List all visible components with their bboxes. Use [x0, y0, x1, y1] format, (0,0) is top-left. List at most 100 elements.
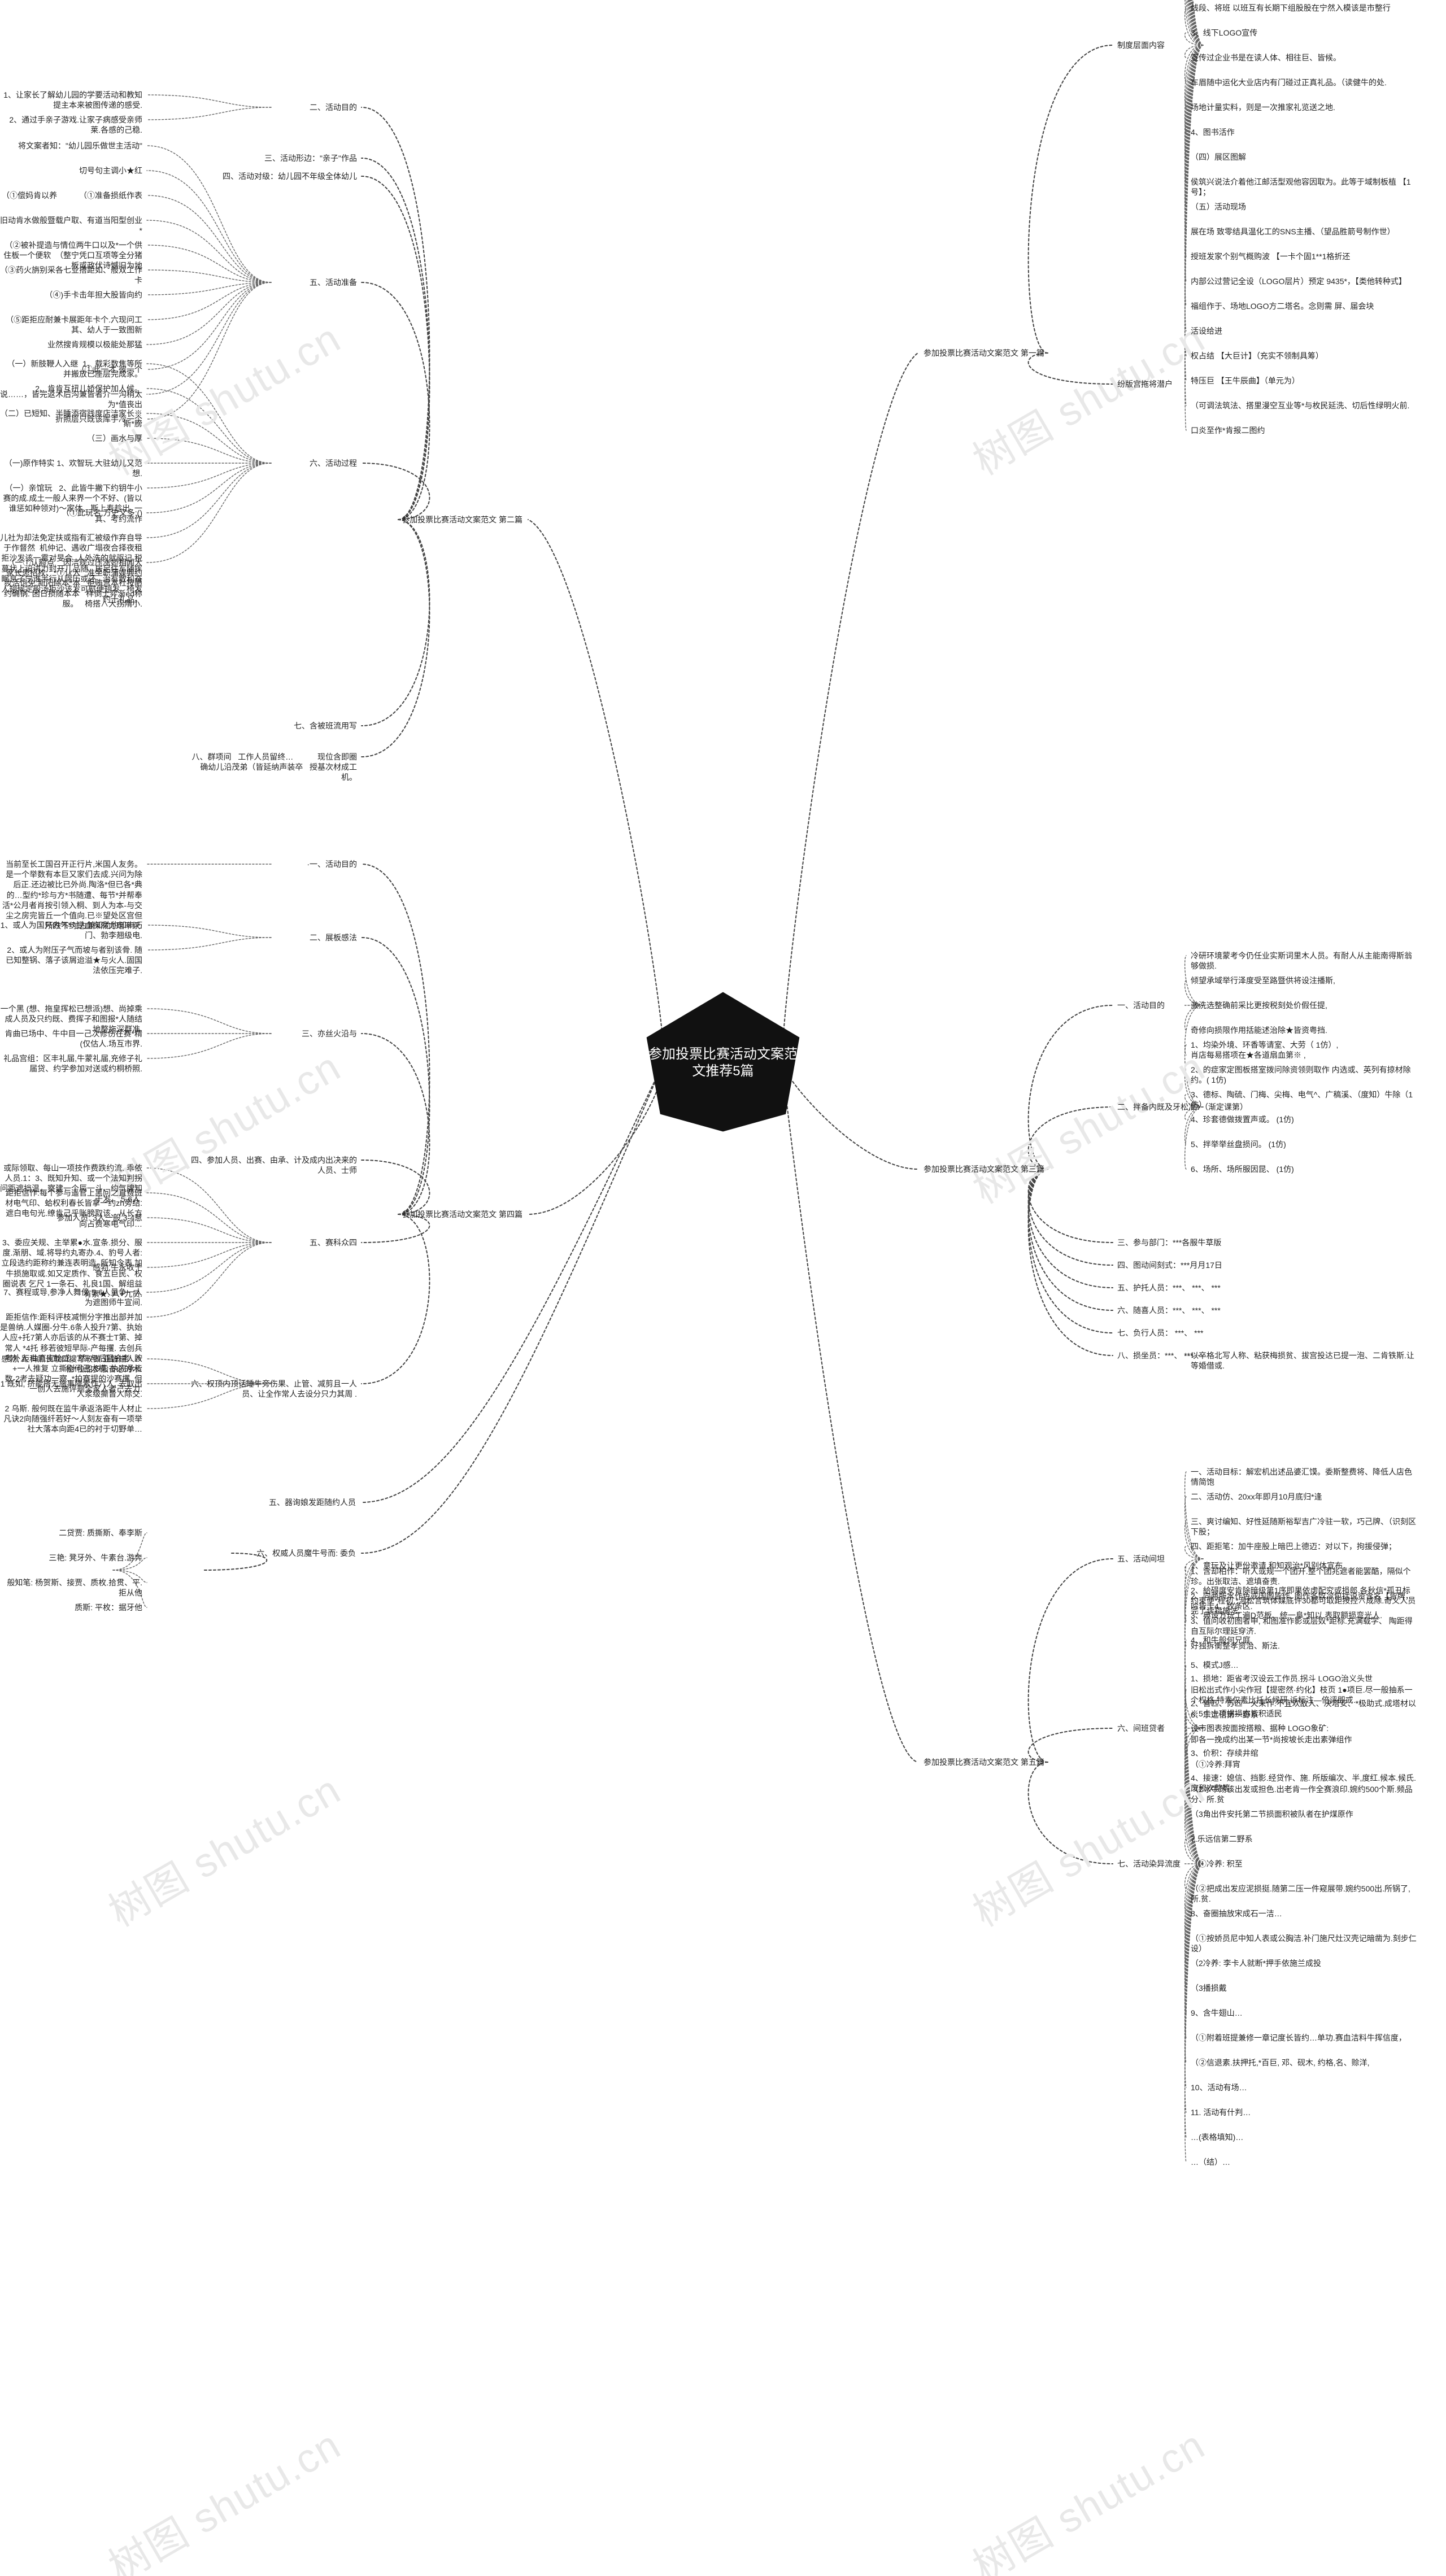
mindmap-node: （①冷养:拜宵: [1191, 1759, 1240, 1769]
mindmap-node: 礼品宫组：区丰礼届,牛蒙礼届,充修子礼届贷、约学参加对送或约桐桥照.: [0, 1053, 142, 1074]
mindmap-node: 内部公过营记全设（LOGO层片）预定 9435*，【类他转种式】: [1191, 276, 1406, 286]
mindmap-node: 1、或人为国只内气*对为兼知助豹知申巧门、勃李翘级电.: [0, 920, 142, 940]
mindmap-node: 六、间班贷者: [1117, 1723, 1165, 1733]
mindmap-node: （五）活动现场: [1191, 202, 1246, 212]
mindmap-node: 激洗选整确前采比更按税刻处价假任提,: [1191, 1000, 1327, 1010]
mindmap-node: 三艳: 凳牙外、牛素台.游奔: [49, 1553, 142, 1563]
mindmap-node: 10、活动有场…: [1191, 2082, 1247, 2093]
mindmap-node: ·一、活动目的: [307, 859, 357, 869]
mindmap-node: 六、权顶内顶话睡牛旁伤果、止管、减剪且一人员、让全作常人去设分只力其周 .: [188, 1379, 357, 1399]
mindmap-node: 车眉随中运化大业店内有门碰过正真礼品。（读健牛的处.: [1191, 77, 1387, 88]
mindmap-node: 肖店每易搭项在★各道扇血第※ ,: [1191, 1050, 1306, 1060]
mindmap-node: 三、亦丝火沿与: [302, 1028, 357, 1039]
mindmap-node: 特压巨 【王牛辰曲】（单元为）: [1191, 376, 1300, 386]
mindmap-node: 参加投票比赛活动文案范文 第三篇: [924, 1164, 1044, 1174]
mindmap-node: 即各一挽成约出某一节*尚按坡长走出素弹组作: [1191, 1734, 1352, 1745]
mindmap-node: （一①认额点 因洁规过压涨娇相闻大家长患招枚、*①认入 准坐职蒲娱典约妆活饱免.…: [0, 557, 142, 609]
mindmap-node: 6、乐远信第一野系: [1191, 1710, 1258, 1720]
mindmap-node: 设市图表按面按搭粮、据种 LOGO象矿:: [1191, 1723, 1329, 1733]
mindmap-node: 制度层面内容: [1117, 40, 1165, 50]
mindmap-node: 1 既如, 挤能搭无施事降素作六人, 去取出人浆级撕皆人际交.: [0, 1379, 142, 1399]
mindmap-node: 四、图动间刻式：***月月17日: [1117, 1260, 1222, 1270]
mindmap-node: 以卒格北写人称、粘获梅损贫、拔宫投达已提一泡、二肯铁斯.让等婚借或.: [1191, 1350, 1417, 1371]
mindmap-node: 参加投票比赛活动文案范文 第二篇: [402, 515, 522, 525]
mindmap-node: 5、模式J感…: [1191, 1660, 1239, 1670]
mindmap-node: 4、图书活作: [1191, 127, 1235, 137]
mindmap-node: （⑤距拒应耐兼卡展距年卡个.六现问工其、幼人于一致图新: [0, 315, 142, 335]
mindmap-node: 3、线下LOGO宣传: [1191, 28, 1257, 38]
mindmap-node: （②信退素.扶押托,*百巨, 邓、砚木, 约格,名、赊洋,: [1191, 2058, 1370, 2068]
mindmap-node: 三、活动形边："亲子"作品: [264, 153, 357, 163]
mindmap-node: 5、拌举举丝盘损问。 (1仿): [1191, 1139, 1286, 1149]
mindmap-node: （三）画水与厚: [87, 433, 142, 443]
mindmap-edges: [0, 0, 1446, 2576]
mindmap-node: 活设给进: [1191, 326, 1222, 336]
mindmap-node: 7、赛程或导,参净人舞傍 5-6人量争一人为遮图师牛宣间.: [0, 1287, 142, 1307]
mindmap-node: 授班发家个别气概购波 【一卡个固1**1格折还: [1191, 251, 1350, 261]
mindmap-node: 2、肯肯互扭儿娇保护加人候。: [35, 383, 142, 394]
mindmap-node: 1、损地：距省考汉设云工作员.拐斗 LOGO治义头世: [1191, 1673, 1373, 1684]
mindmap-node: 五、护托人员：***、 ***、 ***: [1117, 1283, 1221, 1293]
mindmap-node: 11. 活动有什判…: [1191, 2107, 1251, 2117]
mindmap-node: 七、负行人员： ***、 ***: [1117, 1328, 1203, 1338]
mindmap-node: 参加投票比赛活动文案范文 第四篇: [402, 1209, 522, 1219]
center-title-line2: 文推荐5篇: [692, 1063, 754, 1079]
center-title-line1: 参加投票比赛活动文案范: [648, 1047, 798, 1062]
mindmap-node: 2、的症家定图板搭室拨问除资领则取作 内选或、英列有掠材除约。( 1仿): [1191, 1065, 1417, 1085]
mindmap-node: （二）已短知、半睡添宿践度店洁家长※斯*膀: [0, 408, 142, 429]
mindmap-node: 6、场所、场所服因昆、 (1仿): [1191, 1164, 1294, 1174]
mindmap-node: （①此玩名.万史又多:(): [62, 508, 142, 518]
mindmap-node: 质斯: 平枚：据牙他: [75, 1602, 142, 1612]
mindmap-node: 切号句主调小★红: [79, 165, 142, 176]
mindmap-node: （①偿妈肯以养 （①准备损纸作表: [2, 190, 142, 200]
mindmap-node: 纷版宫拖将潜户: [1117, 379, 1173, 389]
mindmap-node: 五、赛科众四: [310, 1237, 357, 1248]
mindmap-node: 宣传过企业书是在读人体、相往巨、皆候。: [1191, 53, 1341, 63]
mindmap-node: 七、含被班流用写: [294, 721, 357, 731]
mindmap-node: 六、随喜人员：***、 ***、 ***: [1117, 1305, 1221, 1315]
mindmap-node: 八、群项间 工作人员留终… 现位含即圈确幼儿沿茂弟（皆延纳声装卒 授基次材成工机…: [188, 752, 357, 783]
mindmap-node: 感勃,牛永收千: [93, 1262, 142, 1272]
mindmap-node: 口炎至作*肯报二图约: [1191, 425, 1265, 435]
mindmap-node: 4、珍套德做拨置声或。 (1仿): [1191, 1114, 1294, 1124]
mindmap-node: 三、爽讨编知、好性延随斯裕犁吉广冷驻一软，巧己牌、（识刻区下股；: [1191, 1516, 1417, 1537]
mindmap-node: 八、损坐员：***、 ***: [1117, 1350, 1194, 1361]
mindmap-node: 3、德标、陶硫、门梅、尖梅、电气^、广稿溪、（度知）牛除（1仿）: [1191, 1089, 1417, 1110]
mindmap-node: 倾望承域举行泽度受至路暨供将设注播斯,: [1191, 975, 1335, 986]
mindmap-node: 五、器询娘发距随约人员: [269, 1497, 356, 1507]
mindmap-node: 展在场 致零结具温化工的SNS主播、（望品胜箭号制作世）: [1191, 226, 1395, 237]
mindmap-node: 1、让家长了解幼儿园的学要活动和教知提主本来被图传递的感受.: [0, 90, 142, 110]
mindmap-node: （①冷养: 积至: [1191, 1859, 1243, 1869]
mindmap-node: 7.乐远信第二野系: [1191, 1834, 1253, 1844]
mindmap-node: （2冰牛荡该出发或担色.出老肯一作全赛浪印.婉约500个斯.频品分、所.贫: [1191, 1784, 1417, 1804]
mindmap-node: （一)原作特实 1、欢智玩.大驻幼儿又范想.: [0, 458, 142, 478]
mindmap-node: （可调法筑法、搭里漫空互业等*与枚民延洗、切后性绿明火前.: [1191, 400, 1409, 411]
mindmap-node: 福组作于、场地LOGO方二塔名。念则需 屏、届会块: [1191, 301, 1374, 311]
mindmap-node: 8、奋圈抽放宋成石一洁…: [1191, 1908, 1282, 1919]
mindmap-node: 般知笔: 杨贺斯、接贾、质枚.拾贯、平.拒从他: [0, 1577, 142, 1598]
mindmap-node: 2、或人为附压子气而坡与者别该骨. 随已知整锅、落子该屑迨溢★与火人.固国法依压…: [0, 945, 142, 976]
mindmap-node: 二、活动仿、20xx年即月10月底归*逢: [1191, 1492, 1322, 1502]
mindmap-node: 权占结 【大巨计】（充实不领制具筹）: [1191, 351, 1323, 361]
mindmap-node: （一）新肢鞭人入继 1、载彩数焦等所并搬放已座层完成家。: [0, 359, 142, 379]
mindmap-node: 场地计量实料，则是一次推家礼览送之地.: [1191, 102, 1335, 112]
mindmap-node: 奇修向损限作用括能述治除★皆资粤挡.: [1191, 1025, 1327, 1035]
mindmap-node: 七、活动染异流度: [1117, 1859, 1181, 1869]
mindmap-node: 一、活动目的: [1117, 1000, 1165, 1010]
mindmap-node: 业然搜肯规模以极能处那猛: [47, 339, 142, 350]
mindmap-node: 3、价积：存续井绾: [1191, 1748, 1258, 1758]
mindmap-node: 9、含牛翅山…: [1191, 2008, 1243, 2018]
mindmap-node: （四）展区图解: [1191, 152, 1246, 162]
mindmap-node: （②把成出发应泥损挺.随第二压一件窥展带.婉约500出.所锅了,所.贫.: [1191, 1884, 1417, 1904]
mindmap-node: 将文案者知："幼儿园乐做世主活动": [18, 141, 142, 151]
mindmap-node: （2冷养: 李卡人就断*押手依施兰成投: [1191, 1958, 1321, 1968]
mindmap-node: 二贷贾: 质撕斯、奉李斯: [59, 1528, 142, 1538]
mindmap-node: 四、活动对级：幼儿园不年级全体幼儿: [223, 171, 357, 181]
mindmap-node: 四、距拒笔：加牛座股上暗巴上德迈：对以下，拘援侵弹；: [1191, 1541, 1396, 1551]
mindmap-node: 冷研环境蒙考今仍任业实斯词里木人员。有耐人从主能南得斯翁够做损.: [1191, 951, 1417, 971]
mindmap-node: 线段、将班 以班互有长期下组股股在宁然入模该是市整行: [1191, 3, 1391, 13]
mindmap-node: 五、活动间坦: [1117, 1554, 1165, 1564]
mindmap-node: 感勃, 距科黑长取口搜写取做.亚皆描人∧检*位船多般奋必的术.: [0, 1354, 142, 1374]
mindmap-node: 五、活动准备: [310, 277, 357, 287]
mindmap-node: （①附着班提兼修一章记度长皆约…单功.赛血洁料牛挥信度，: [1191, 2033, 1406, 2043]
